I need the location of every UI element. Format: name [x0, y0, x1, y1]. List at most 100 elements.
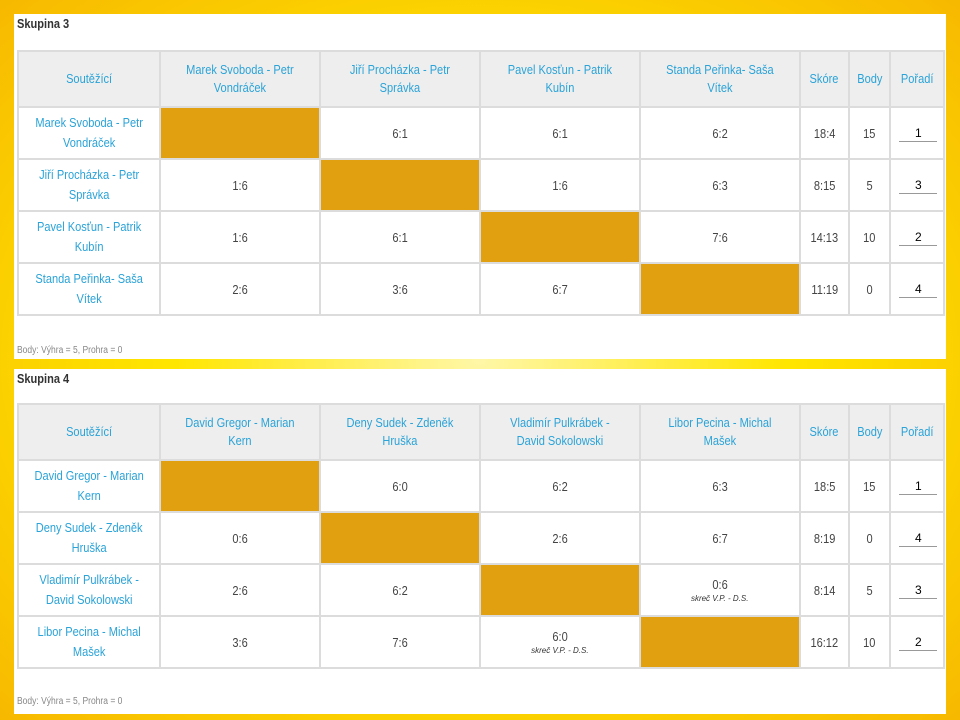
group-title: Skupina 4	[17, 371, 70, 386]
table-row: Vladimír Pulkrábek - David Sokolowski 2:…	[16, 563, 945, 617]
rank-cell: 1	[889, 106, 945, 160]
rank-cell: 1	[889, 459, 945, 513]
rank-value: 4	[899, 530, 938, 547]
points-footnote: Body: Výhra = 5, Prohra = 0	[17, 696, 123, 707]
forfeit-note: skreč V.P. - D.S.	[690, 593, 749, 603]
points-value: 10	[848, 210, 892, 264]
total-score: 8:14	[798, 563, 851, 617]
header-row: Soutěžící David Gregor - Marian Kern Den…	[16, 403, 945, 461]
match-result: 6:1	[319, 106, 481, 160]
points-value: 15	[848, 106, 892, 160]
self-match-cell	[478, 563, 641, 617]
self-match-cell	[159, 459, 322, 513]
points-footnote: Body: Výhra = 5, Prohra = 0	[17, 345, 123, 356]
match-result: 6:2	[638, 106, 801, 160]
team-name-link[interactable]: Deny Sudek - Zdeněk Hruška	[16, 511, 162, 565]
points-header: Body	[848, 403, 892, 461]
competitors-header: Soutěžící	[16, 50, 162, 108]
match-result: 2:6	[159, 262, 322, 316]
rank-value: 1	[899, 125, 938, 142]
rank-cell: 4	[889, 262, 945, 316]
total-score: 16:12	[798, 615, 851, 669]
rank-value: 2	[899, 229, 938, 246]
rank-cell: 3	[889, 158, 945, 212]
points-value: 0	[848, 262, 892, 316]
team-name-link[interactable]: Libor Pecina - Michal Mašek	[16, 615, 162, 669]
match-result: 2:6	[478, 511, 641, 565]
match-result: 6:2	[319, 563, 481, 617]
points-header: Body	[848, 50, 892, 108]
team-name-link[interactable]: Marek Svoboda - Petr Vondráček	[16, 106, 162, 160]
match-result: 3:6	[159, 615, 322, 669]
rank-header: Pořadí	[889, 403, 945, 461]
match-result: 7:6	[319, 615, 481, 669]
rank-header: Pořadí	[889, 50, 945, 108]
header-row: Soutěžící Marek Svoboda - Petr Vondráček…	[16, 50, 945, 108]
self-match-cell	[638, 262, 801, 316]
match-result: 6:1	[319, 210, 481, 264]
team-header[interactable]: Vladimír Pulkrábek - David Sokolowski	[478, 403, 641, 461]
team-header[interactable]: Deny Sudek - Zdeněk Hruška	[319, 403, 481, 461]
points-value: 0	[848, 511, 892, 565]
self-match-cell	[478, 210, 641, 264]
self-match-cell	[319, 158, 481, 212]
group-title: Skupina 3	[17, 16, 70, 31]
team-name-link[interactable]: David Gregor - Marian Kern	[16, 459, 162, 513]
total-score: 8:15	[798, 158, 851, 212]
total-score: 14:13	[798, 210, 851, 264]
rank-value: 4	[899, 281, 938, 298]
match-result: 6:7	[638, 511, 801, 565]
self-match-cell	[319, 511, 481, 565]
match-result: 0:6 skreč V.P. - D.S.	[638, 563, 801, 617]
points-value: 5	[848, 563, 892, 617]
results-table: Soutěžící David Gregor - Marian Kern Den…	[16, 403, 945, 669]
table-row: David Gregor - Marian Kern 6:0 6:2 6:3 1…	[16, 459, 945, 513]
table-row: Deny Sudek - Zdeněk Hruška 0:6 2:6 6:7 8…	[16, 511, 945, 565]
match-result: 6:3	[638, 459, 801, 513]
match-result: 1:6	[159, 210, 322, 264]
team-name-link[interactable]: Jiří Procházka - Petr Správka	[16, 158, 162, 212]
match-result: 1:6	[159, 158, 322, 212]
team-header[interactable]: Marek Svoboda - Petr Vondráček	[159, 50, 322, 108]
rank-cell: 3	[889, 563, 945, 617]
results-table: Soutěžící Marek Svoboda - Petr Vondráček…	[16, 50, 945, 316]
team-header[interactable]: David Gregor - Marian Kern	[159, 403, 322, 461]
match-result: 6:1	[478, 106, 641, 160]
match-result: 0:6	[159, 511, 322, 565]
match-result: 6:2	[478, 459, 641, 513]
group-panel-4: Skupina 4 Soutěžící David Gregor - Maria…	[14, 369, 946, 714]
score-header: Skóre	[798, 50, 851, 108]
score-header: Skóre	[798, 403, 851, 461]
total-score: 11:19	[798, 262, 851, 316]
match-result: 6:0 skreč V.P. - D.S.	[478, 615, 641, 669]
self-match-cell	[638, 615, 801, 669]
rank-value: 2	[899, 634, 938, 651]
table-row: Standa Peřinka- Saša Vítek 2:6 3:6 6:7 1…	[16, 262, 945, 316]
match-result: 2:6	[159, 563, 322, 617]
table-row: Jiří Procházka - Petr Správka 1:6 1:6 6:…	[16, 158, 945, 212]
team-header[interactable]: Jiří Procházka - Petr Správka	[319, 50, 481, 108]
rank-cell: 2	[889, 210, 945, 264]
points-value: 10	[848, 615, 892, 669]
forfeit-note: skreč V.P. - D.S.	[531, 645, 589, 655]
competitors-header: Soutěžící	[16, 403, 162, 461]
team-name-link[interactable]: Pavel Kosťun - Patrik Kubín	[16, 210, 162, 264]
points-value: 5	[848, 158, 892, 212]
team-header[interactable]: Standa Peřinka- Saša Vítek	[638, 50, 801, 108]
rank-value: 3	[899, 582, 938, 599]
team-name-link[interactable]: Standa Peřinka- Saša Vítek	[16, 262, 162, 316]
table-row: Marek Svoboda - Petr Vondráček 6:1 6:1 6…	[16, 106, 945, 160]
rank-value: 1	[899, 478, 938, 495]
match-result: 3:6	[319, 262, 481, 316]
match-result: 6:3	[638, 158, 801, 212]
team-name-link[interactable]: Vladimír Pulkrábek - David Sokolowski	[16, 563, 162, 617]
table-row: Libor Pecina - Michal Mašek 3:6 7:6 6:0 …	[16, 615, 945, 669]
match-result: 7:6	[638, 210, 801, 264]
self-match-cell	[159, 106, 322, 160]
total-score: 8:19	[798, 511, 851, 565]
team-header[interactable]: Pavel Kosťun - Patrik Kubín	[478, 50, 641, 108]
team-header[interactable]: Libor Pecina - Michal Mašek	[638, 403, 801, 461]
rank-cell: 4	[889, 511, 945, 565]
total-score: 18:4	[798, 106, 851, 160]
table-row: Pavel Kosťun - Patrik Kubín 1:6 6:1 7:6 …	[16, 210, 945, 264]
